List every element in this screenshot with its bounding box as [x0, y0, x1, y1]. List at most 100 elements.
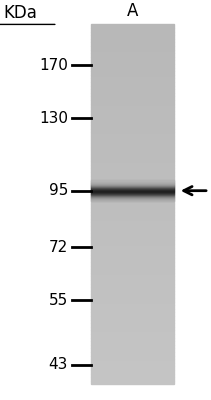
Bar [91, 24, 174, 28]
Bar [91, 226, 174, 230]
Bar [91, 356, 174, 359]
Bar [91, 302, 174, 305]
Bar [91, 208, 174, 212]
Bar [91, 125, 174, 129]
Bar [91, 165, 174, 168]
Bar [91, 233, 174, 237]
Bar [91, 111, 174, 114]
Bar [91, 237, 174, 240]
Text: 43: 43 [49, 357, 68, 372]
Bar [91, 204, 174, 208]
Bar [91, 327, 174, 330]
Bar [91, 86, 174, 89]
Bar [91, 194, 174, 197]
Bar [91, 35, 174, 39]
Bar [91, 46, 174, 50]
Bar [91, 176, 174, 179]
Bar [91, 132, 174, 136]
Bar [91, 168, 174, 172]
Bar [91, 291, 174, 294]
Bar [91, 75, 174, 78]
Bar [91, 172, 174, 176]
Bar [91, 96, 174, 100]
Text: 55: 55 [49, 293, 68, 308]
Bar [91, 122, 174, 125]
Bar [91, 334, 174, 338]
Bar [91, 305, 174, 309]
Bar [91, 266, 174, 269]
Bar [91, 64, 174, 68]
Bar [91, 197, 174, 201]
Bar [91, 114, 174, 118]
Bar [91, 28, 174, 32]
Text: 95: 95 [49, 183, 68, 198]
Bar [91, 251, 174, 255]
Bar [91, 280, 174, 284]
Bar [91, 143, 174, 147]
Bar [91, 104, 174, 107]
Bar [91, 374, 174, 377]
Text: A: A [127, 2, 138, 20]
Text: 130: 130 [39, 111, 68, 126]
Bar [91, 269, 174, 273]
Bar [91, 147, 174, 150]
Bar [91, 140, 174, 143]
Bar [91, 258, 174, 262]
Bar [91, 136, 174, 140]
Bar [91, 82, 174, 86]
Text: KDa: KDa [4, 4, 37, 22]
Bar [91, 60, 174, 64]
Bar [91, 179, 174, 183]
Bar [91, 248, 174, 251]
Bar [91, 215, 174, 219]
Text: 170: 170 [39, 58, 68, 73]
Bar [91, 150, 174, 154]
Bar [91, 230, 174, 233]
Bar [91, 39, 174, 42]
Bar [91, 316, 174, 320]
Bar [91, 240, 174, 244]
Bar [91, 323, 174, 327]
Bar [91, 294, 174, 298]
Bar [91, 320, 174, 323]
Bar [91, 32, 174, 35]
Bar [91, 273, 174, 276]
Bar [91, 212, 174, 215]
Bar [91, 71, 174, 75]
Bar [91, 190, 174, 194]
Bar [91, 57, 174, 60]
Bar [91, 118, 174, 122]
Bar [91, 100, 174, 104]
Bar [91, 345, 174, 348]
Bar [91, 298, 174, 302]
Bar [91, 158, 174, 161]
Bar [91, 348, 174, 352]
Text: 72: 72 [49, 240, 68, 255]
Bar [91, 222, 174, 226]
Bar [91, 93, 174, 96]
Bar [91, 359, 174, 363]
Bar [91, 312, 174, 316]
Bar [91, 330, 174, 334]
Bar [91, 262, 174, 266]
Bar [91, 53, 174, 57]
Bar [91, 183, 174, 186]
Bar [91, 341, 174, 345]
Bar [91, 78, 174, 82]
Bar [91, 377, 174, 381]
Bar [91, 352, 174, 356]
Bar [91, 370, 174, 374]
Bar [91, 107, 174, 111]
Bar [91, 201, 174, 204]
Bar [91, 219, 174, 222]
Bar [91, 363, 174, 366]
Bar [91, 287, 174, 291]
Bar [91, 381, 174, 384]
Bar [91, 129, 174, 132]
Bar [91, 284, 174, 287]
Bar [91, 338, 174, 341]
Bar [91, 309, 174, 312]
Bar [91, 68, 174, 71]
Bar [91, 186, 174, 190]
Bar [91, 154, 174, 158]
